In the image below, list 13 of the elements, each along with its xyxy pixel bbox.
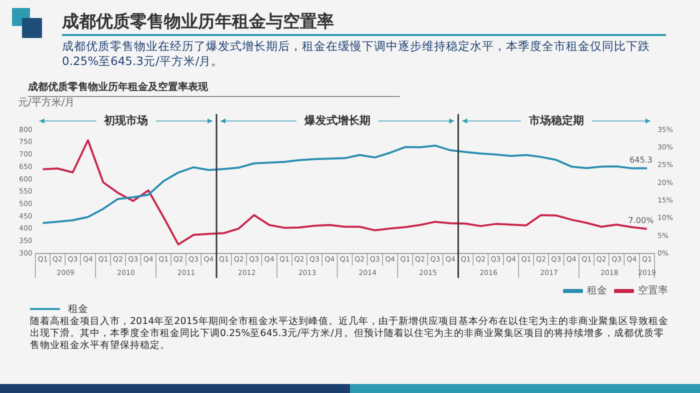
chart-subtitle: 成都优质零售物业在经历了爆发式增长期后，租金在缓慢下调中逐步维持稳定水平，本季度全市租金仅同比下跌0.25%至645.3元/平方米/月。	[62, 39, 651, 69]
data-label: 7.00%	[628, 216, 654, 225]
chart-title: 成都优质零售物业历年租金与空置率	[62, 11, 334, 33]
text: 爆发式增长期	[303, 114, 370, 127]
text: 成都优质零售物业历年租金及空置率表现	[28, 80, 400, 97]
text: 租金	[68, 303, 88, 316]
data-label: 645.3	[630, 155, 652, 164]
legend-label: 空置率	[638, 284, 668, 297]
legend-label: 租金	[587, 284, 607, 297]
text: 市场稳定期	[528, 114, 584, 127]
text: 随着高租金项目入市，2014年至2015年期间全市租金水平达到峰值。近几年，由于新增供应项目基本分布在以住宅为主的非商业聚集区导致租金出现下滑。其中，本季度全市租金同比下调0.25%至645.3元/平方米/月。但预计随着以住宅为主的非商业聚集区项目的将持续增多，成都优质零售物业租金水平有望保持稳定。	[30, 316, 670, 352]
text: 初现市场	[102, 114, 148, 127]
y-axis-title: 元/平方米/月	[18, 96, 75, 109]
